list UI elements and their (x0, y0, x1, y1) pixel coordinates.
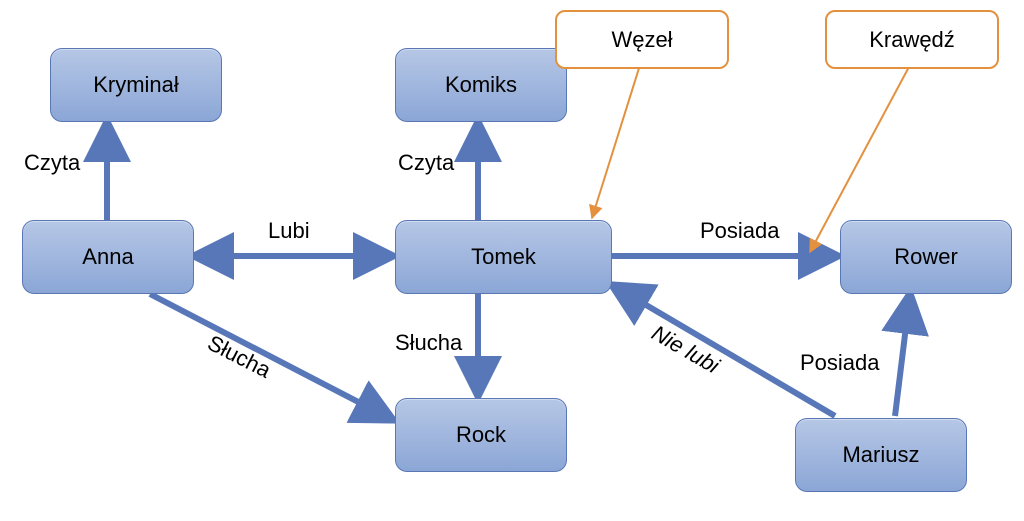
edge-mariusz-rower (895, 294, 910, 416)
node-label: Kryminał (93, 72, 179, 98)
node-kryminal: Kryminał (50, 48, 222, 122)
edge-label-tomek-rower: Posiada (700, 218, 780, 244)
callout-krawedz: Krawędź (825, 10, 999, 69)
edge-label-anna-tomek: Lubi (268, 218, 310, 244)
edge-label-tomek-rock: Słucha (395, 330, 462, 356)
node-label: Anna (82, 244, 133, 270)
diagram-canvas: Kryminał Komiks Anna Tomek Rower Rock Ma… (0, 0, 1024, 521)
node-anna: Anna (22, 220, 194, 294)
callout-line-wezel (592, 65, 640, 218)
edge-anna-rock (150, 294, 393, 420)
callout-label: Węzeł (611, 27, 672, 53)
edge-label-anna-kryminal: Czyta (24, 150, 80, 176)
edge-label-mariusz-rower: Posiada (800, 350, 880, 376)
callout-wezel: Węzeł (555, 10, 729, 69)
node-label: Rower (894, 244, 958, 270)
node-label: Rock (456, 422, 506, 448)
edge-label-tomek-komiks: Czyta (398, 150, 454, 176)
edge-label-anna-rock: Słucha (203, 330, 275, 384)
node-mariusz: Mariusz (795, 418, 967, 492)
node-label: Tomek (471, 244, 536, 270)
node-label: Komiks (445, 72, 517, 98)
node-komiks: Komiks (395, 48, 567, 122)
node-rock: Rock (395, 398, 567, 472)
callout-label: Krawędź (869, 27, 955, 53)
node-tomek: Tomek (395, 220, 612, 294)
node-rower: Rower (840, 220, 1012, 294)
node-label: Mariusz (842, 442, 919, 468)
edge-label-mariusz-tomek: Nie lubi (647, 320, 724, 379)
